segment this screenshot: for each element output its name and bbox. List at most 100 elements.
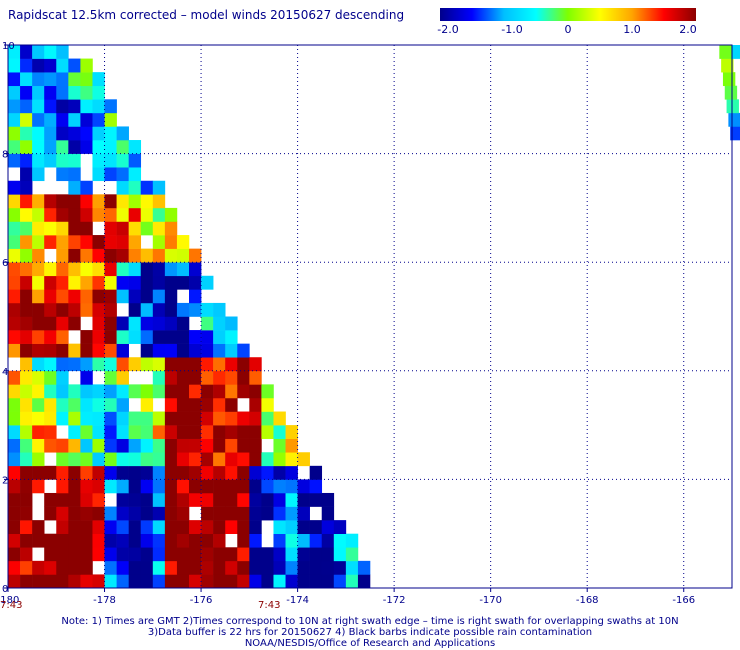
heatmap-cell: [309, 560, 323, 575]
heatmap-cell: [68, 520, 81, 534]
heatmap-cell: [92, 330, 105, 344]
heatmap-cell: [44, 275, 57, 290]
heatmap-cell: [152, 506, 166, 521]
heatmap-cell: [164, 438, 178, 453]
heatmap-cell: [104, 235, 117, 249]
heatmap-cell: [201, 275, 214, 290]
heatmap-cell: [152, 275, 166, 290]
heatmap-cell: [261, 465, 274, 480]
heatmap-cell: [321, 506, 335, 521]
heatmap-cell: [92, 411, 105, 426]
heatmap-cell: [273, 479, 286, 494]
heatmap-cell: [176, 520, 190, 534]
heatmap-cell: [80, 85, 93, 100]
heatmap-cell: [44, 99, 57, 114]
heatmap-cell: [345, 574, 359, 589]
heatmap-cell: [189, 302, 202, 317]
heatmap-cell: [164, 221, 178, 236]
heatmap-cell: [104, 153, 117, 168]
heatmap-cell: [297, 574, 310, 589]
heatmap-cell: [128, 330, 142, 344]
heatmap-cell: [80, 302, 93, 317]
heatmap-cell: [20, 574, 33, 589]
heatmap-cell: [152, 235, 166, 249]
heatmap-cell: [285, 425, 298, 439]
heatmap-cell: [44, 411, 57, 426]
heatmap-cell: [92, 235, 105, 249]
heatmap-cell: [213, 425, 226, 439]
heatmap-cell: [32, 302, 45, 317]
heatmap-cell: [128, 262, 142, 277]
heatmap-cell: [56, 153, 69, 168]
heatmap-cell: [20, 330, 33, 344]
heatmap-cell: [20, 72, 33, 87]
heatmap-cell: [116, 560, 129, 575]
plot-border: [7, 44, 733, 589]
heatmap-cell: [140, 262, 154, 277]
heatmap-cell: [20, 248, 33, 263]
heatmap-cell: [80, 221, 93, 236]
heatmap-cell: [20, 506, 33, 521]
heatmap-cell: [56, 235, 69, 249]
heatmap-cell: [92, 140, 105, 154]
heatmap-cell: [176, 574, 190, 589]
heatmap-cell: [68, 506, 81, 521]
heatmap-cell: [104, 112, 117, 127]
x-tick-label: -180: [0, 595, 19, 606]
heatmap-cell: [128, 289, 142, 304]
heatmap-cell: [56, 520, 69, 534]
heatmap-cell: [68, 357, 81, 372]
heatmap-cell: [176, 397, 190, 412]
heatmap-cell: [140, 384, 154, 399]
heatmap-cell: [92, 194, 105, 209]
heatmap-cell: [56, 112, 69, 127]
heatmap-cell: [56, 357, 69, 372]
heatmap-cell: [176, 547, 190, 562]
heatmap-cell: [80, 72, 93, 87]
heatmap-cell: [92, 492, 105, 507]
heatmap-cell: [116, 167, 129, 182]
heatmap-cell: [152, 411, 166, 426]
heatmap-cell: [249, 384, 262, 399]
heatmap-cell: [104, 533, 117, 548]
heatmap-cell: [285, 452, 298, 467]
heatmap-cell: [68, 85, 81, 100]
heatmap-cell: [201, 425, 214, 439]
heatmap-cell: [164, 465, 178, 480]
heatmap-cell: [261, 425, 274, 439]
heatmap-cell: [333, 560, 347, 575]
heatmap-cell: [189, 452, 202, 467]
heatmap-cell: [176, 275, 190, 290]
heatmap-cell: [237, 384, 250, 399]
heatmap-cell: [80, 533, 93, 548]
heatmap-cell: [32, 275, 45, 290]
heatmap-cell: [249, 506, 262, 521]
heatmap-cell: [128, 316, 142, 331]
heatmap-cell: [104, 465, 117, 480]
heatmap-cell: [32, 397, 45, 412]
heatmap-cell: [104, 425, 117, 439]
heatmap-cell: [20, 126, 33, 141]
x-tick-label: -174: [286, 595, 309, 606]
heatmap-cell: [116, 357, 129, 372]
heatmap-cell: [176, 452, 190, 467]
heatmap-cell: [92, 547, 105, 562]
heatmap-cell: [128, 140, 142, 154]
heatmap-cell: [201, 438, 214, 453]
colorbar-label: 1.0: [623, 23, 641, 36]
heatmap-cell: [189, 397, 202, 412]
heatmap-cell: [285, 492, 298, 507]
heatmap-cell: [152, 194, 166, 209]
heatmap-cell: [128, 207, 142, 222]
heatmap-cell: [32, 72, 45, 87]
heatmap-cell: [92, 316, 105, 331]
y-tick-label: 2: [2, 475, 8, 486]
heatmap-cell: [80, 343, 93, 358]
heatmap-cell: [68, 547, 81, 562]
heatmap-cell: [128, 221, 142, 236]
heatmap-cell: [56, 547, 69, 562]
heatmap-cell: [68, 235, 81, 249]
heatmap-cell: [8, 262, 21, 277]
heatmap-cell: [80, 560, 93, 575]
